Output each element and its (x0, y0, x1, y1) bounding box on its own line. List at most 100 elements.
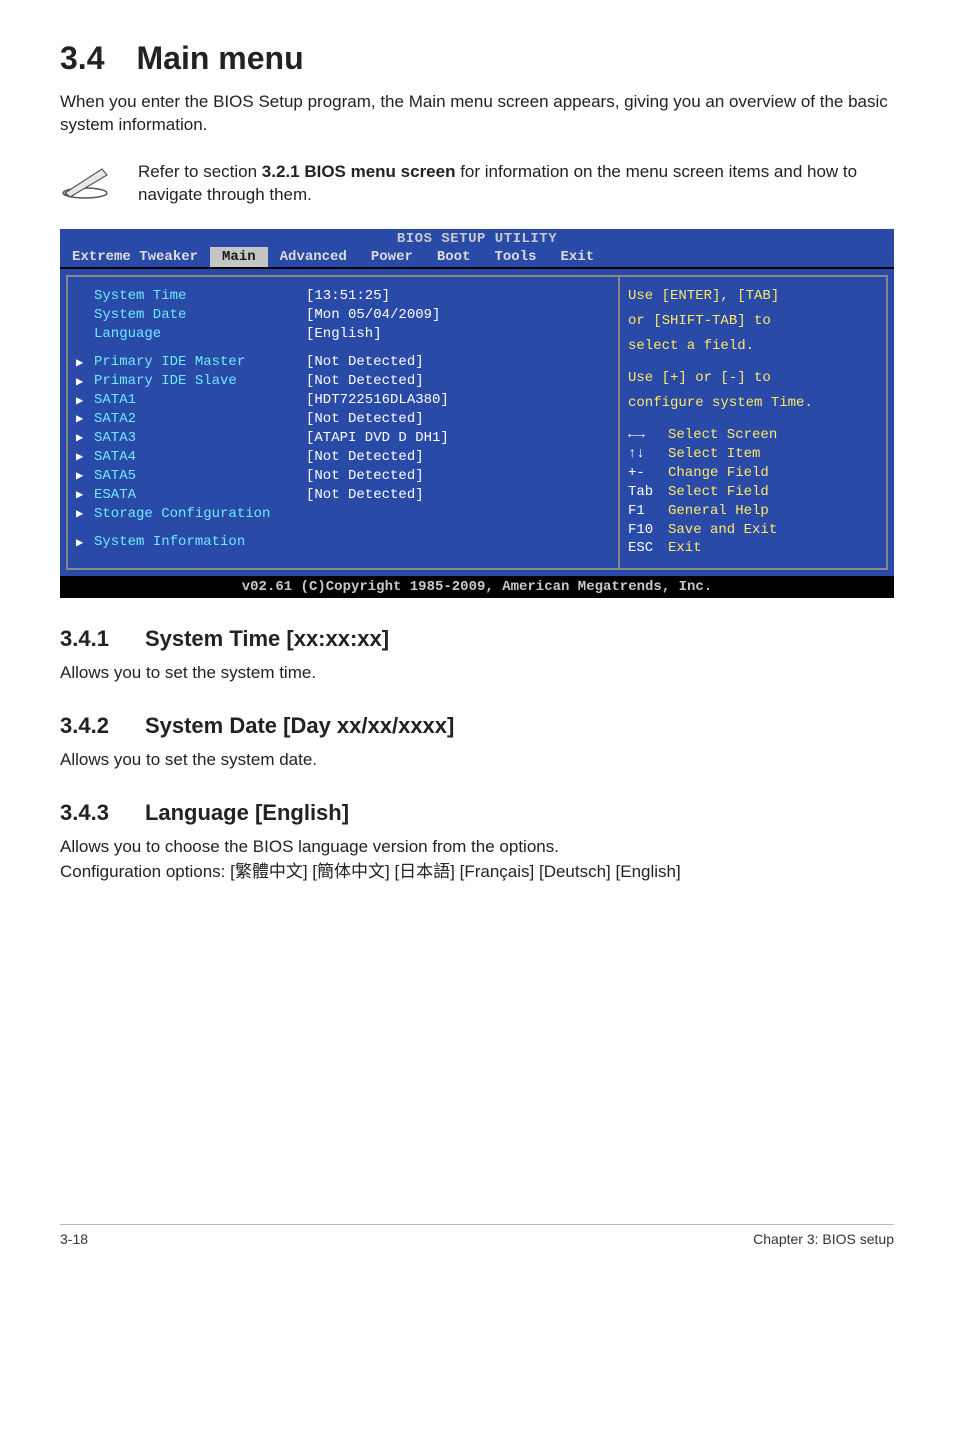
value-esata: [Not Detected] (306, 486, 424, 505)
key-row: +-Change Field (628, 464, 878, 483)
subnum: 3.4.3 (60, 800, 109, 826)
row-sata3[interactable]: ▶ SATA3 [ATAPI DVD D DH1] (76, 429, 610, 448)
key-row: ←→Select Screen (628, 426, 878, 445)
label-system-information: System Information (94, 533, 245, 552)
bios-right-panel: Use [ENTER], [TAB] or [SHIFT-TAB] to sel… (618, 275, 888, 571)
bios-footer: v02.61 (C)Copyright 1985-2009, American … (60, 576, 894, 598)
row-sata2[interactable]: ▶ SATA2 [Not Detected] (76, 410, 610, 429)
label-sata3: SATA3 (94, 429, 136, 448)
tab-exit[interactable]: Exit (549, 247, 607, 267)
row-primary-ide-master[interactable]: ▶Primary IDE Master [Not Detected] (76, 353, 610, 372)
key-desc: Save and Exit (668, 522, 777, 538)
row-sata1[interactable]: ▶SATA1 [HDT722516DLA380] (76, 391, 610, 410)
triangle-icon: ▶ (76, 506, 88, 522)
value-language: [English] (306, 325, 382, 344)
key-row: F1General Help (628, 502, 878, 521)
subheading-3-4-3: 3.4.3 Language [English] (60, 800, 894, 826)
row-language[interactable]: Language [English] (76, 325, 610, 344)
label-sata5: SATA5 (94, 467, 136, 486)
label-esata: ESATA (94, 486, 136, 505)
key-row: F10Save and Exit (628, 521, 878, 540)
note-callout: Refer to section 3.2.1 BIOS menu screen … (60, 157, 894, 211)
subtitle: Language [English] (145, 800, 349, 825)
subtitle: System Time [xx:xx:xx] (145, 626, 389, 651)
help-line-3: select a field. (628, 337, 878, 356)
row-esata[interactable]: ▶ ESATA [Not Detected] (76, 486, 610, 505)
label-primary-ide-slave: Primary IDE Slave (94, 372, 237, 391)
subnum: 3.4.2 (60, 713, 109, 739)
bios-title: BIOS SETUP UTILITY (60, 229, 894, 247)
help-line-5: configure system Time. (628, 394, 878, 413)
key-desc: Select Screen (668, 427, 777, 443)
key-arrows-ud: ↑↓ (628, 445, 668, 464)
tab-advanced[interactable]: Advanced (268, 247, 359, 267)
label-system-time: System Time (94, 287, 186, 306)
triangle-icon: ▶ (76, 393, 88, 409)
spacer (76, 523, 610, 533)
key-row: TabSelect Field (628, 483, 878, 502)
bios-keys-block: ←→Select Screen ↑↓Select Item +-Change F… (628, 426, 878, 558)
triangle-icon: ▶ (76, 374, 88, 390)
help-line-1: Use [ENTER], [TAB] (628, 287, 878, 306)
label-sata2: SATA2 (94, 410, 136, 429)
body-3-4-3b: Configuration options: [繁體中文] [簡体中文] [日本… (60, 861, 894, 884)
row-system-date[interactable]: System Date [Mon 05/04/2009] (76, 306, 610, 325)
key-plusminus: +- (628, 464, 668, 483)
body-3-4-2: Allows you to set the system date. (60, 749, 894, 772)
key-desc: General Help (668, 503, 769, 519)
key-desc: Change Field (668, 465, 769, 481)
key-row: ESCExit (628, 539, 878, 558)
body-3-4-1: Allows you to set the system time. (60, 662, 894, 685)
help-line-2: or [SHIFT-TAB] to (628, 312, 878, 331)
key-arrows-lr: ←→ (628, 426, 668, 445)
page-footer: 3-18 Chapter 3: BIOS setup (60, 1224, 894, 1247)
value-sata2: [Not Detected] (306, 410, 424, 429)
subheading-3-4-1: 3.4.1System Time [xx:xx:xx] (60, 626, 894, 652)
value-sata4: [Not Detected] (306, 448, 424, 467)
row-storage-configuration[interactable]: ▶ Storage Configuration (76, 505, 610, 524)
label-storage-configuration: Storage Configuration (94, 505, 270, 524)
value-sata3: [ATAPI DVD D DH1] (306, 429, 449, 448)
tab-boot[interactable]: Boot (425, 247, 483, 267)
value-system-date: [Mon 05/04/2009] (306, 306, 440, 325)
triangle-icon: ▶ (76, 468, 88, 484)
spacer (76, 343, 610, 353)
triangle-icon: ▶ (76, 449, 88, 465)
body-3-4-3a: Allows you to choose the BIOS language v… (60, 836, 894, 859)
subtitle: System Date [Day xx/xx/xxxx] (145, 713, 454, 738)
label-sata1: SATA1 (94, 391, 136, 410)
bios-body: System Time [13:51:25] System Date [Mon … (60, 267, 894, 577)
chapter-label: Chapter 3: BIOS setup (753, 1231, 894, 1247)
triangle-icon: ▶ (76, 487, 88, 503)
spacer (628, 361, 878, 369)
row-system-information[interactable]: ▶ System Information (76, 533, 610, 552)
note-pre: Refer to section (138, 162, 262, 181)
bios-screenshot: BIOS SETUP UTILITY Extreme Tweaker Main … (60, 229, 894, 599)
section-number: 3.4 (60, 40, 104, 77)
triangle-icon: ▶ (76, 535, 88, 551)
key-desc: Exit (668, 540, 702, 556)
key-desc: Select Field (668, 484, 769, 500)
tab-main[interactable]: Main (210, 247, 268, 267)
row-sata5[interactable]: ▶SATA5 [Not Detected] (76, 467, 610, 486)
label-sata4: SATA4 (94, 448, 136, 467)
pencil-icon (60, 163, 110, 199)
tab-power[interactable]: Power (359, 247, 425, 267)
triangle-icon: ▶ (76, 430, 88, 446)
row-primary-ide-slave[interactable]: ▶Primary IDE Slave [Not Detected] (76, 372, 610, 391)
tab-extreme-tweaker[interactable]: Extreme Tweaker (60, 247, 210, 267)
row-system-time[interactable]: System Time [13:51:25] (76, 287, 610, 306)
triangle-icon: ▶ (76, 411, 88, 427)
tab-tools[interactable]: Tools (482, 247, 548, 267)
section-heading: 3.4Main menu (60, 40, 894, 77)
note-text: Refer to section 3.2.1 BIOS menu screen … (138, 161, 894, 207)
value-system-time: [13:51:25] (306, 287, 390, 306)
help-line-4: Use [+] or [-] to (628, 369, 878, 388)
subheading-3-4-2: 3.4.2 System Date [Day xx/xx/xxxx] (60, 713, 894, 739)
key-row: ↑↓Select Item (628, 445, 878, 464)
note-bold: 3.2.1 BIOS menu screen (262, 162, 456, 181)
row-sata4[interactable]: ▶ SATA4 [Not Detected] (76, 448, 610, 467)
label-language: Language (94, 325, 161, 344)
bios-left-panel: System Time [13:51:25] System Date [Mon … (66, 275, 618, 571)
intro-paragraph: When you enter the BIOS Setup program, t… (60, 91, 894, 137)
